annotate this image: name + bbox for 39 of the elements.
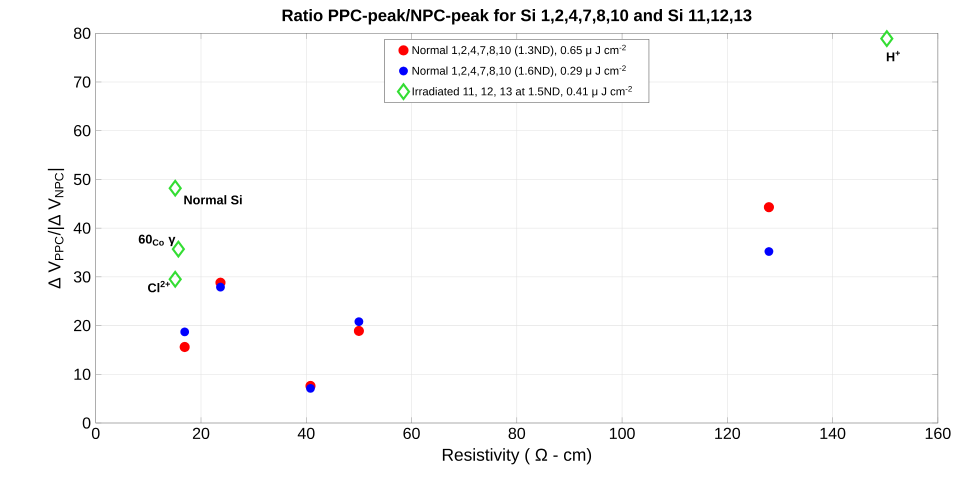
legend-label: Irradiated 11, 12, 13 at 1.5ND, 0.41 μ J cm$^{-2}$ xyxy=(412,86,632,98)
y-tick-label: 50 xyxy=(74,174,90,186)
y-axis-title: Δ V$_{PPC}$/|Δ V$_{NPC}$| xyxy=(48,168,64,288)
legend-label: Normal 1,2,4,7,8,10 (1.6ND), 0.29 μ J cm$^{-2}$ xyxy=(412,65,626,77)
y-tick-label: 60 xyxy=(74,125,90,136)
y-tick-label: 10 xyxy=(74,368,90,380)
point xyxy=(180,342,190,352)
point xyxy=(764,202,774,212)
legend-label: Normal 1,2,4,7,8,10 (1.3ND), 0.65 μ J cm$^{-2}$ xyxy=(412,44,626,56)
chart-title: Ratio PPC-peak/NPC-peak for Si 1,2,4,7,8,10 and Si 11,12,13 xyxy=(282,9,752,25)
point xyxy=(354,326,364,336)
point xyxy=(168,180,182,197)
x-tick-label: 120 xyxy=(715,428,740,440)
x-tick-label: 140 xyxy=(820,428,846,440)
x-tick-label: 0 xyxy=(92,428,100,440)
y-tick-label: 80 xyxy=(74,28,90,39)
point xyxy=(764,247,774,256)
y-tick-label: 20 xyxy=(74,320,90,332)
x-axis-title: Resistivity ( Ω - cm) xyxy=(442,448,592,464)
y-tick-label: 30 xyxy=(74,271,90,283)
point xyxy=(216,282,225,292)
point xyxy=(168,270,182,288)
x-tick-label: 60 xyxy=(403,428,420,440)
x-tick-label: 80 xyxy=(508,428,526,440)
y-tick-label: 40 xyxy=(74,222,90,234)
annotation: H$^{+}$ xyxy=(886,50,900,62)
x-tick-label: 160 xyxy=(926,428,951,440)
point xyxy=(306,384,315,393)
point xyxy=(880,30,894,48)
x-tick-label: 20 xyxy=(192,428,210,440)
x-tick-label: 100 xyxy=(610,428,635,440)
point xyxy=(180,327,190,336)
x-tick-label: 40 xyxy=(298,428,315,440)
point xyxy=(354,317,364,326)
annotation: Normal Si xyxy=(184,195,242,204)
annotation: 60$_{Co}$ γ xyxy=(138,234,176,246)
annotation: Cl$^{2+}$ xyxy=(148,280,170,292)
y-tick-label: 70 xyxy=(74,76,90,88)
y-tick-label: 0 xyxy=(82,417,90,429)
